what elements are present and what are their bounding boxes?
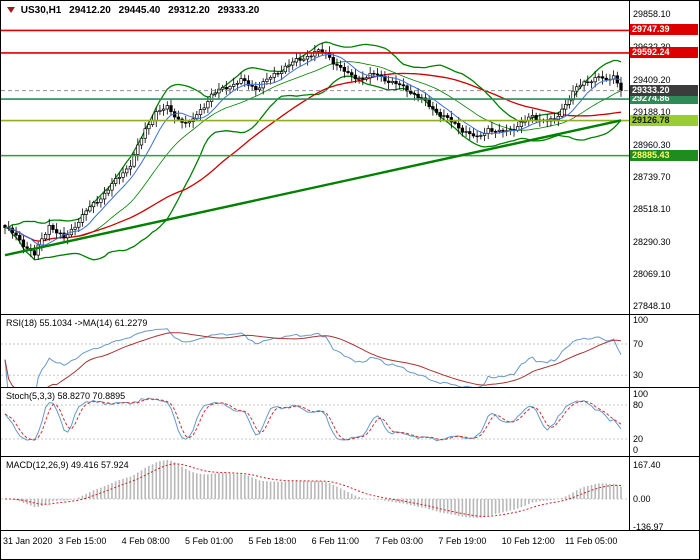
time-label: 5 Feb 01:00 <box>185 536 234 546</box>
rsi-tick-label: 30 <box>633 370 644 381</box>
stoch-tick-label: 100 <box>633 388 649 399</box>
time-label: 6 Feb 11:00 <box>311 536 360 546</box>
macd-histogram <box>7 459 622 518</box>
stoch-tick-label: 20 <box>633 434 644 444</box>
time-label: 4 Feb 08:00 <box>121 536 170 546</box>
level-price-badge: 29274.86 <box>630 93 698 105</box>
price-tick-label: 28290.30 <box>633 237 671 248</box>
ma-fast-line <box>4 53 622 246</box>
rsi-indicator-label: RSI(18) 55.1034 ->MA(14) 61.2279 <box>6 318 148 328</box>
rsi-ma-line <box>4 332 622 387</box>
chart-ohlc-header: US30,H1 29412.20 29445.40 29312.20 29333… <box>7 5 259 16</box>
time-label: 10 Feb 12:00 <box>501 536 555 546</box>
time-label: 7 Feb 19:00 <box>438 536 487 546</box>
price-tick-label: 27848.10 <box>633 301 671 312</box>
time-axis[interactable]: 31 Jan 2020 3 Feb 15:00 4 Feb 08:00 5 Feb 0… <box>1 531 629 559</box>
level-price-badge: 29592.24 <box>630 46 698 58</box>
trendline[interactable] <box>4 119 622 257</box>
ma-slow-line <box>4 72 622 242</box>
time-label: 5 Feb 18:00 <box>248 536 297 546</box>
stoch-panel[interactable] <box>1 388 629 456</box>
rsi-tick-label: 100 <box>633 315 649 326</box>
macd-panel[interactable] <box>1 457 629 530</box>
macd-tick-label: 167.40 <box>633 460 661 471</box>
stoch-tick-label: 80 <box>633 400 644 410</box>
stoch-k-line <box>4 397 622 442</box>
price-tick-label: 29188.10 <box>633 106 671 117</box>
level-price-badge: 28885.43 <box>630 149 698 161</box>
rsi-tick-label: 70 <box>633 338 644 349</box>
time-label: 31 Jan 2020 <box>3 536 53 546</box>
ohlc-close: 29333.20 <box>217 5 260 16</box>
bollinger-bands <box>4 41 622 261</box>
level-price-badge: 29126.78 <box>630 114 698 126</box>
macd-indicator-label: MACD(12,26,9) 49.416 57.924 <box>6 460 129 470</box>
main-chart[interactable] <box>1 1 629 314</box>
candles-layer <box>3 43 623 260</box>
price-tick-label: 28518.10 <box>633 203 671 214</box>
level-price-badge: 29747.39 <box>630 24 698 36</box>
rsi-line <box>4 328 622 387</box>
horizontal-levels <box>1 29 629 157</box>
time-label: 7 Feb 03:00 <box>375 536 424 546</box>
panel-separator[interactable] <box>1 314 699 315</box>
symbol-dropdown-icon[interactable] <box>7 7 15 14</box>
ohlc-open: 29412.20 <box>69 5 111 16</box>
ohlc-low: 29312.20 <box>168 5 210 16</box>
current-price-badge: 29333.20 <box>630 84 698 96</box>
panel-separator[interactable] <box>1 530 699 531</box>
price-tick-label: 28069.10 <box>633 269 671 280</box>
price-tick-label: 28960.30 <box>633 139 671 150</box>
rsi-panel[interactable] <box>1 315 629 387</box>
panel-separator[interactable] <box>1 387 699 388</box>
stoch-tick-label: 0 <box>633 445 639 456</box>
price-tick-label: 28739.70 <box>633 171 671 182</box>
time-label: 3 Feb 15:00 <box>58 536 107 546</box>
ohlc-high: 29445.40 <box>118 5 161 16</box>
symbol-timeframe: US30,H1 <box>20 5 62 16</box>
stoch-d-line <box>4 398 622 441</box>
price-axis[interactable]: 29858.1029632.3029409.2029188.1028960.30… <box>629 1 699 532</box>
stoch-indicator-label: Stoch(5,3,3) 58.8270 70.8895 <box>6 391 126 401</box>
macd-tick-label: -136.97 <box>633 521 664 532</box>
macd-tick-label: 0.00 <box>633 493 651 504</box>
price-tick-label: 29858.10 <box>633 9 671 20</box>
panel-separator[interactable] <box>1 456 699 457</box>
macd-signal-line <box>5 463 622 518</box>
time-label: 11 Feb 05:00 <box>565 536 618 546</box>
price-tick-label: 29409.20 <box>633 74 671 85</box>
